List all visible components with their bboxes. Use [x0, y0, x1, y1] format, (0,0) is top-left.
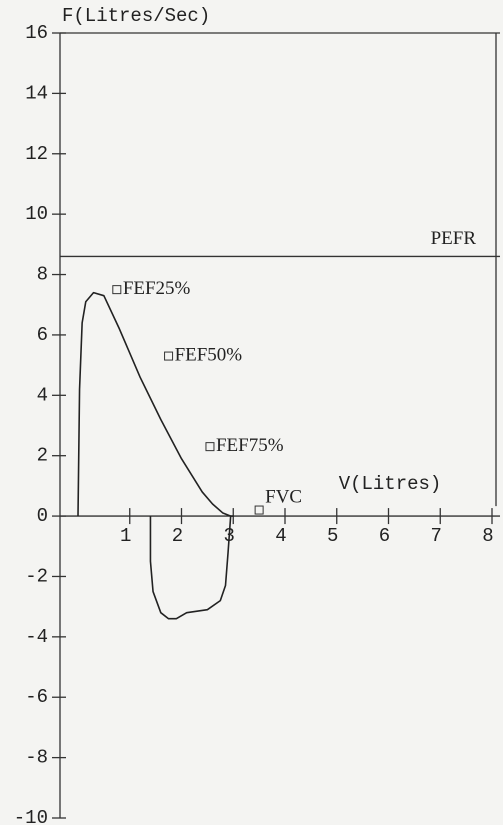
x-axis-label: V(Litres)	[339, 473, 442, 495]
x-tick-label: 5	[327, 525, 338, 547]
x-tick-label: 2	[172, 525, 183, 547]
x-tick-label: 7	[431, 525, 442, 547]
x-tick-label: 8	[482, 525, 493, 547]
annotation-marker	[254, 505, 264, 515]
x-tick-label: 6	[379, 525, 390, 547]
y-tick-label: 14	[25, 82, 48, 104]
annotation-label: FVC	[265, 486, 302, 507]
annotation-marker	[164, 351, 174, 361]
y-tick-label: -10	[14, 807, 48, 825]
reference-label: PEFR	[431, 228, 477, 249]
annotation-label: FEF50%	[175, 344, 243, 365]
y-tick-label: 4	[37, 384, 48, 406]
y-tick-label: 10	[25, 203, 48, 225]
flow-volume-curve	[77, 291, 235, 620]
y-tick-label: 12	[25, 143, 48, 165]
y-tick-label: 16	[25, 22, 48, 44]
annotation-label: FEF75%	[216, 435, 284, 456]
y-tick-label: -8	[25, 747, 48, 769]
y-tick-label: -4	[25, 626, 48, 648]
annotation-label: FEF25%	[123, 278, 191, 299]
y-tick-label: 6	[37, 324, 48, 346]
x-tick-label: 1	[120, 525, 131, 547]
x-tick-label: 4	[275, 525, 286, 547]
y-tick-label: 8	[37, 264, 48, 286]
y-tick-label: 0	[37, 505, 48, 527]
y-axis-label: F(Litres/Sec)	[62, 5, 210, 27]
y-tick-label: 2	[37, 445, 48, 467]
annotation-marker	[112, 285, 122, 295]
y-tick-label: -6	[25, 686, 48, 708]
annotation-marker	[205, 442, 215, 452]
y-tick-label: -2	[25, 565, 48, 587]
